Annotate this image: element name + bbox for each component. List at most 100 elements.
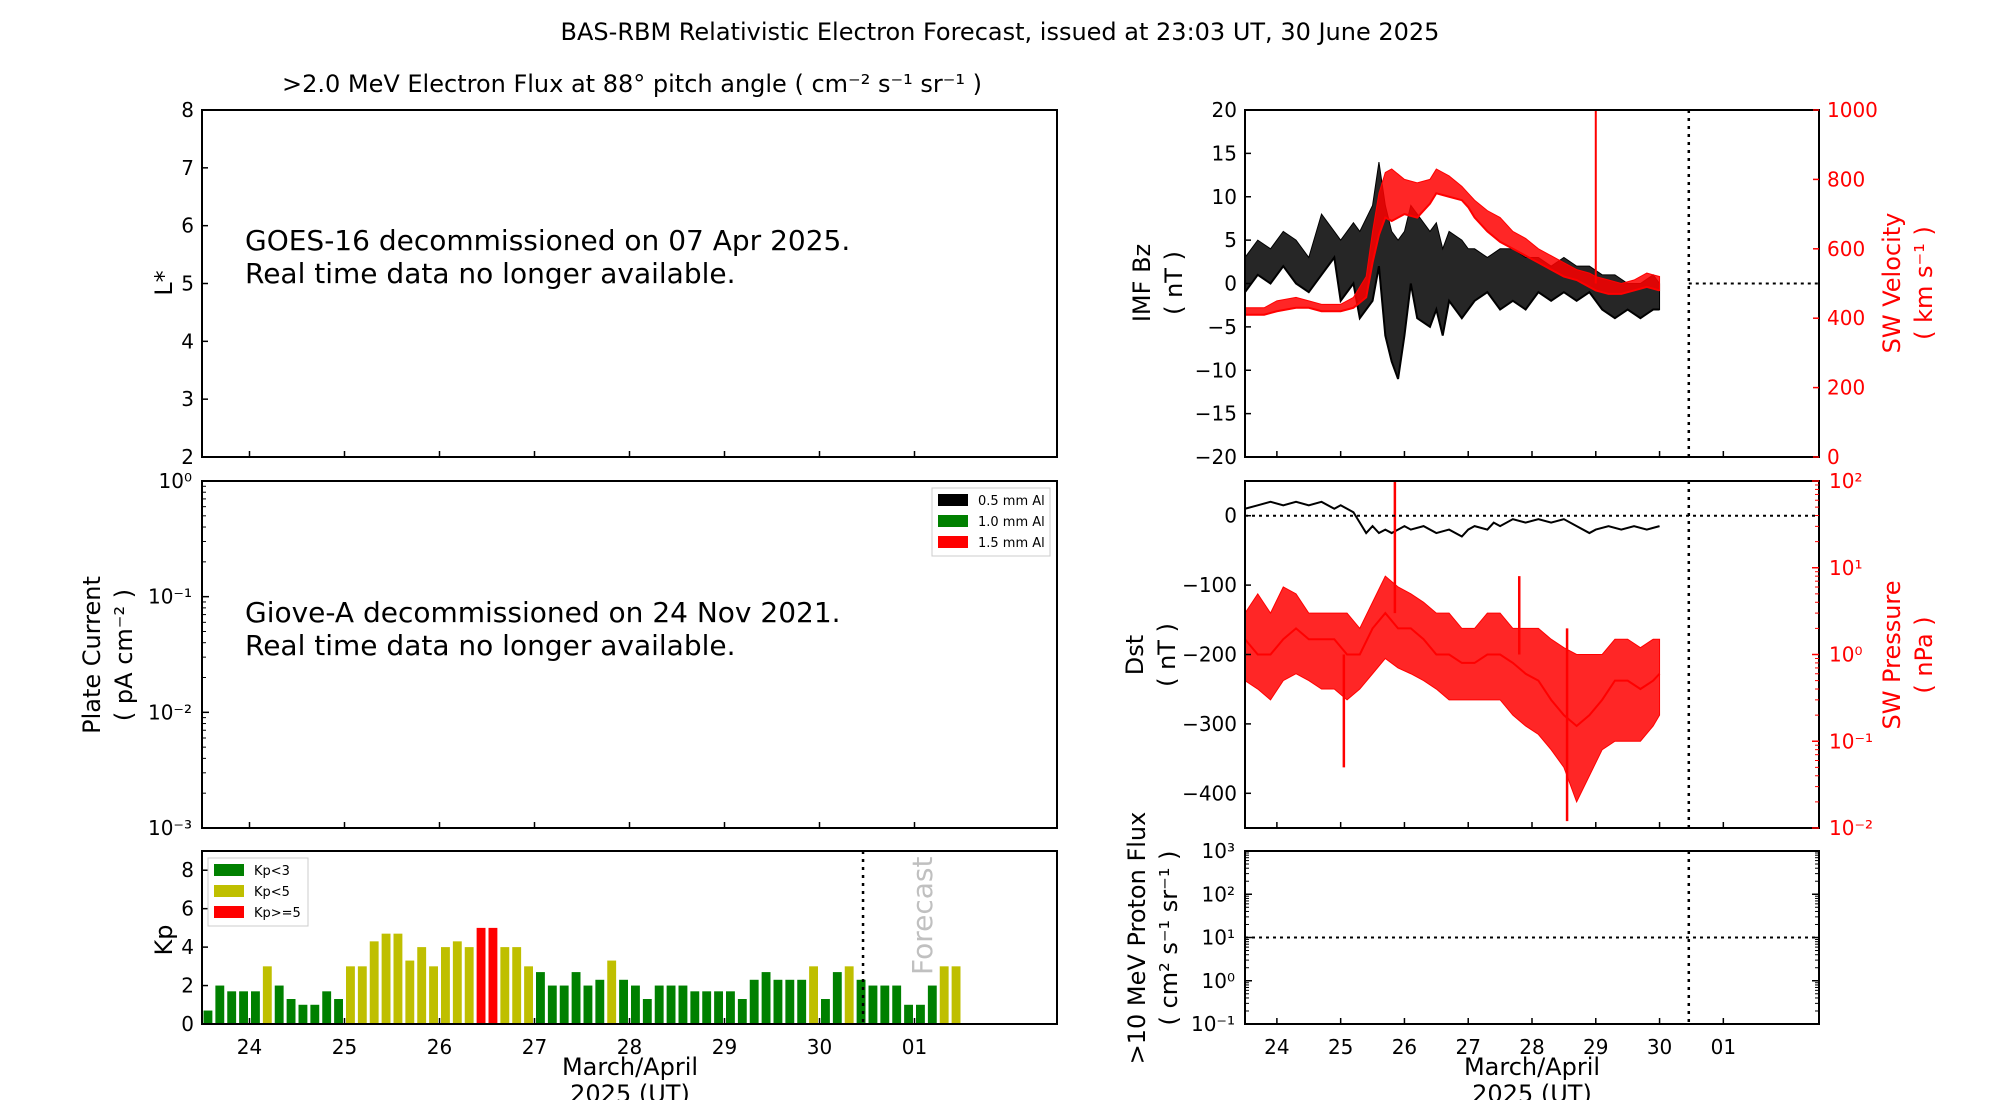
kp-bar (868, 985, 878, 1024)
panel-electron-flux: >2.0 MeV Electron Flux at 88° pitch angl… (150, 70, 1058, 469)
electron-flux-annotation-line2: Real time data no longer available. (245, 257, 736, 290)
kp-bar (251, 991, 260, 1024)
series-line-1 (1245, 192, 1660, 316)
kp-bar (702, 991, 712, 1024)
dst-xticks (1276, 822, 1725, 828)
kp-bar (298, 1004, 308, 1024)
y-tick-label: 5 (181, 272, 194, 296)
kp-yticks: 0 2 4 6 8 (181, 858, 208, 1036)
plate-current-yticks: 10⁰ 10⁻¹ 10⁻² 10⁻³ (148, 469, 209, 840)
y-tick-label: 400 (1827, 306, 1865, 330)
x-tick-label: 27 (522, 1035, 547, 1059)
y-tick-label: 10³ (1202, 839, 1235, 863)
kp-bar (631, 985, 640, 1024)
y-tick-label: 20 (1212, 98, 1237, 122)
y-tick-label: 0 (1224, 272, 1237, 296)
kp-bar (690, 991, 700, 1024)
kp-bar (500, 947, 510, 1024)
x-tick-label: 01 (902, 1035, 927, 1059)
sw-velocity-ylabel-line2: ( km s⁻¹ ) (1910, 226, 1938, 340)
x-tick-label: 24 (237, 1035, 262, 1059)
y-tick-label: 6 (181, 214, 194, 238)
kp-bar (678, 985, 688, 1024)
kp-bar (571, 972, 581, 1024)
series-line-0 (1244, 254, 1660, 380)
kp-bar (452, 941, 462, 1024)
kp-bar (749, 979, 759, 1024)
y-tick-label: 10⁻² (148, 700, 192, 724)
x-tick-label: 26 (427, 1035, 452, 1059)
sw-velocity-yticks: 0 200 400 600 800 1000 (1813, 98, 1878, 469)
proton-flux-ylabel-line1: >10 MeV Proton Flux (1123, 812, 1151, 1065)
dst-ylabel-line2: ( nT ) (1153, 623, 1181, 687)
figure-title: BAS-RBM Relativistic Electron Forecast, … (561, 18, 1440, 46)
x-tick-label: 30 (1647, 1035, 1672, 1059)
kp-ylabel: Kp (150, 925, 178, 956)
kp-bar (642, 999, 652, 1024)
kp-bar (536, 972, 545, 1024)
kp-xticks: 24 25 26 27 28 29 30 01 (237, 1018, 927, 1059)
electron-flux-xticks (248, 451, 916, 457)
kp-bar (904, 1004, 913, 1024)
kp-bar (583, 985, 593, 1024)
kp-bar (607, 960, 617, 1024)
panel-imf-bz-sw-velocity: −20 −15 −10 −5 0 5 10 15 20 0 200 400 600 800 1000 IM… (1128, 98, 1938, 469)
kp-bar (381, 933, 391, 1024)
y-tick-label: −10 (1195, 358, 1237, 382)
y-tick-label: 800 (1827, 167, 1865, 191)
y-tick-label: −200 (1182, 643, 1237, 667)
proton-flux-ylabel-line2: ( cm² s⁻¹ sr⁻¹ ) (1155, 851, 1183, 1026)
y-tick-label: −300 (1182, 712, 1237, 736)
y-tick-label: 0 (1827, 445, 1840, 469)
plate-current-xticks (248, 822, 916, 828)
series-line-0 (1244, 500, 1660, 538)
y-tick-label: 10¹ (1202, 926, 1235, 950)
electron-flux-annotation-line1: GOES-16 decommissioned on 07 Apr 2025. (245, 224, 850, 257)
proton-flux-xlabel-line1: March/April (1464, 1053, 1600, 1081)
kp-bar (821, 999, 830, 1024)
y-tick-label: 0 (181, 1012, 194, 1036)
y-tick-label: 10⁻³ (148, 816, 192, 840)
y-tick-label: −100 (1182, 573, 1237, 597)
imf-bz-yticks: −20 −15 −10 −5 0 5 10 15 20 (1195, 98, 1251, 469)
kp-bar (832, 972, 842, 1024)
kp-bar (785, 979, 795, 1024)
kp-bar (334, 999, 343, 1024)
kp-bar (916, 1004, 925, 1024)
y-tick-label: 10⁻¹ (1191, 1012, 1235, 1036)
kp-bar (773, 979, 783, 1024)
panel-plate-current: 10⁰ 10⁻¹ 10⁻² 10⁻³ Plate Current ( pA cm⁻² … (78, 469, 1058, 840)
dst-ylabel-line1: Dst (1121, 635, 1149, 675)
sw-pressure-ylabel-line1: SW Pressure (1878, 580, 1906, 729)
kp-bar (405, 960, 415, 1024)
x-tick-label: 25 (1328, 1035, 1353, 1059)
y-tick-label: 5 (1224, 228, 1237, 252)
y-tick-label: 10² (1829, 469, 1862, 493)
kp-bar (856, 979, 866, 1024)
x-tick-label: 29 (1583, 1035, 1608, 1059)
kp-bar (880, 985, 890, 1024)
proton-flux-yticks: 10⁻¹ 10⁰ 10¹ 10² 10³ (1191, 839, 1819, 1036)
y-tick-label: 10² (1202, 882, 1235, 906)
series-envelope-1 (1244, 575, 1661, 804)
x-tick-label: 30 (807, 1035, 832, 1059)
kp-bar (262, 966, 272, 1024)
y-tick-label: 10⁰ (1202, 969, 1235, 993)
kp-bar (939, 966, 949, 1024)
y-tick-label: 10⁰ (1829, 643, 1862, 667)
y-tick-label: 6 (181, 897, 194, 921)
electron-flux-title: >2.0 MeV Electron Flux at 88° pitch angl… (282, 70, 982, 98)
kp-xlabel-line1: March/April (562, 1053, 698, 1081)
kp-bar (488, 927, 498, 1024)
y-tick-label: 7 (181, 156, 194, 180)
kp-bar (393, 933, 403, 1024)
dst-yticks: −400 −300 −200 −100 0 (1182, 504, 1251, 805)
kp-bar (417, 947, 427, 1024)
kp-bar (286, 999, 296, 1024)
kp-bar (595, 979, 605, 1024)
x-tick-label: 28 (1519, 1035, 1544, 1059)
imf-bz-ylabel-line1: IMF Bz (1128, 244, 1156, 322)
y-tick-label: −15 (1195, 402, 1237, 426)
